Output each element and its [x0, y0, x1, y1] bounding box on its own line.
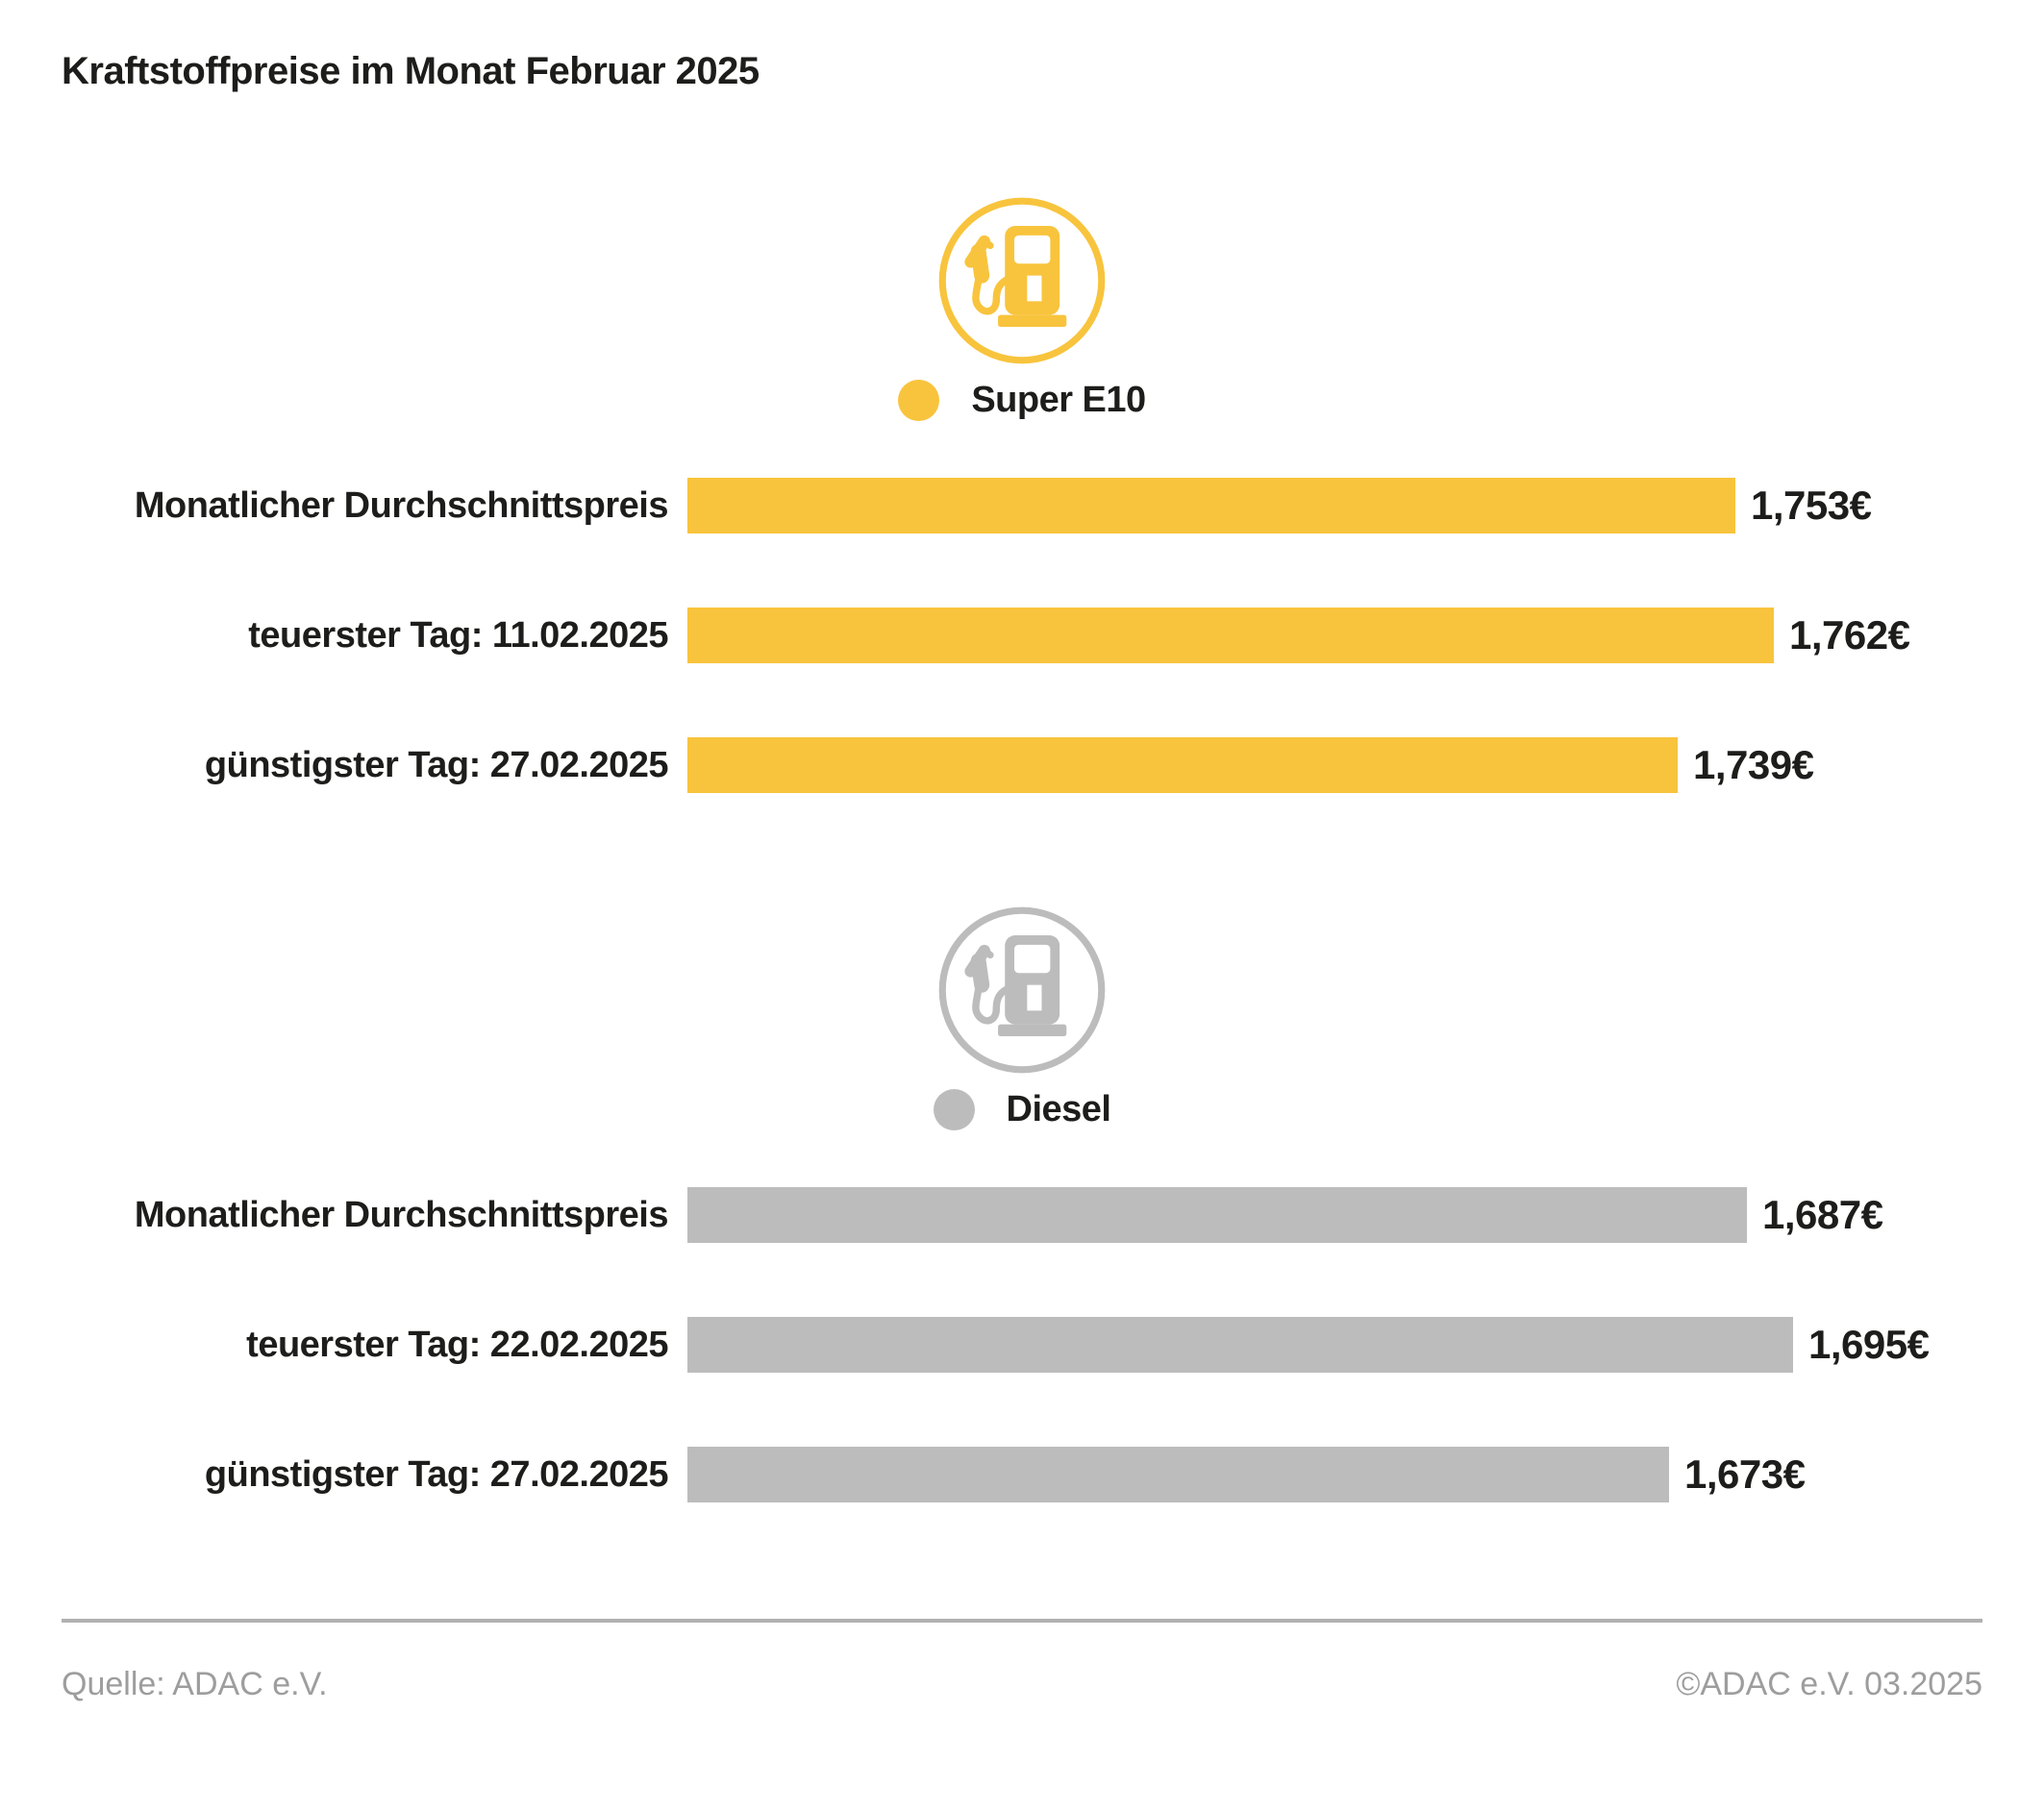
diesel-icon-wrap: [0, 905, 2044, 1076]
group-super-e10: Super E10 Monatlicher Durchschnittspreis…: [0, 195, 2044, 793]
fuel-pump-icon: [936, 905, 1108, 1076]
bar-row-diesel-cheapest-day: günstigster Tag: 27.02.2025 1,673€: [0, 1447, 2044, 1502]
bar-row-value: 1,762€: [1789, 612, 1910, 657]
bar-diesel-cheapest-day: [687, 1447, 1669, 1502]
bar-row-label: teuerster Tag: 11.02.2025: [248, 614, 668, 656]
bar-row-super-cheapest-day: günstigster Tag: 27.02.2025 1,739€: [0, 737, 2044, 793]
legend-dot-diesel: [933, 1089, 975, 1130]
bar-row-super-most-expensive-day: teuerster Tag: 11.02.2025 1,762€: [0, 608, 2044, 663]
bar-row-value: 1,739€: [1693, 742, 1814, 787]
bar-row-value: 1,753€: [1751, 483, 1872, 528]
bar-row-label: günstigster Tag: 27.02.2025: [204, 1453, 669, 1495]
footer: Quelle: ADAC e.V. ©ADAC e.V. 03.2025: [62, 1666, 1982, 1703]
legend-dot-super-e10: [898, 380, 940, 421]
bar-super-average: [687, 478, 1735, 533]
bar-super-cheapest-day: [687, 737, 1678, 793]
copyright-notice: ©ADAC e.V. 03.2025: [1676, 1666, 1982, 1702]
diesel-rows: Monatlicher Durchschnittspreis 1,687€ te…: [0, 1187, 2044, 1502]
bar-row-value: 1,673€: [1684, 1451, 1806, 1497]
bar-row-diesel-most-expensive-day: teuerster Tag: 22.02.2025 1,695€: [0, 1317, 2044, 1373]
bar-row-value: 1,687€: [1762, 1192, 1883, 1237]
bar-row-label: teuerster Tag: 22.02.2025: [246, 1324, 668, 1365]
legend-super-e10: Super E10: [0, 380, 2044, 421]
bar-diesel-most-expensive-day: [687, 1317, 1793, 1373]
legend-diesel: Diesel: [0, 1089, 2044, 1130]
bar-row-value: 1,695€: [1808, 1322, 1930, 1367]
source-credit: Quelle: ADAC e.V.: [62, 1666, 328, 1702]
bar-row-diesel-average: Monatlicher Durchschnittspreis 1,687€: [0, 1187, 2044, 1243]
footer-divider: [62, 1619, 1982, 1623]
bar-row-super-average: Monatlicher Durchschnittspreis 1,753€: [0, 478, 2044, 533]
page-title: Kraftstoffpreise im Monat Februar 2025: [62, 50, 760, 92]
bar-row-label: Monatlicher Durchschnittspreis: [134, 1194, 669, 1235]
legend-label-diesel: Diesel: [1006, 1089, 1111, 1129]
bar-row-label: günstigster Tag: 27.02.2025: [204, 744, 669, 785]
super-e10-icon-wrap: [0, 195, 2044, 366]
fuel-pump-icon: [936, 195, 1108, 366]
super-e10-rows: Monatlicher Durchschnittspreis 1,753€ te…: [0, 478, 2044, 793]
bar-diesel-average: [687, 1187, 1747, 1243]
bar-row-label: Monatlicher Durchschnittspreis: [134, 484, 669, 526]
group-diesel: Diesel Monatlicher Durchschnittspreis 1,…: [0, 905, 2044, 1502]
bar-super-most-expensive-day: [687, 608, 1774, 663]
legend-label-super-e10: Super E10: [971, 380, 1146, 420]
